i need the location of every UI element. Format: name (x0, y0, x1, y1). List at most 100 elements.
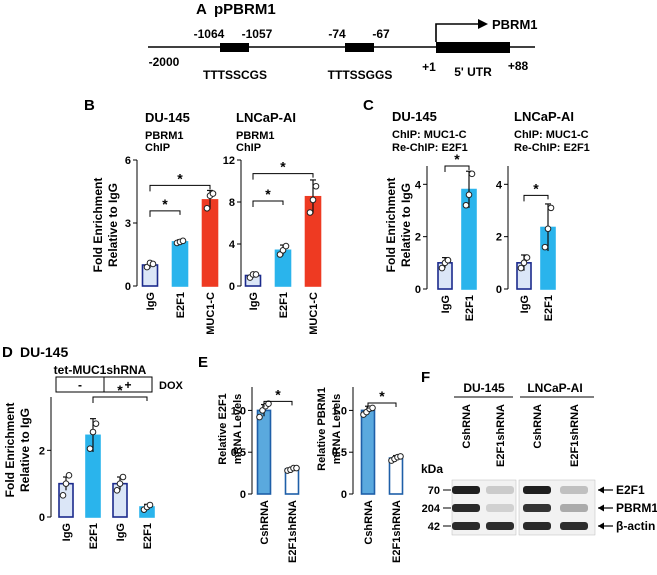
dox-minus: - (78, 378, 82, 392)
blot-kda-marker: 70 (428, 485, 440, 497)
blot-lane-label: E2F1shRNA (495, 404, 507, 467)
chart-subtitle: Re-ChIP: E2F1 (392, 142, 468, 154)
x-tick-label: E2F1 (278, 292, 290, 318)
data-point (65, 472, 73, 479)
y-tick-label: 2 (39, 445, 45, 457)
significance-bracket (367, 402, 397, 410)
significance-star: * (275, 386, 281, 402)
significance-star: * (379, 388, 385, 404)
y-tick-label: 4 (229, 239, 236, 251)
x-tick-label: E2F1 (464, 295, 476, 321)
blot-group-du145: DU-145 (463, 381, 505, 395)
x-tick-label: MUC1-C (205, 292, 217, 335)
data-point (544, 225, 552, 233)
y-tick-label: 0 (125, 281, 131, 293)
site2-right-pos: -67 (372, 27, 390, 41)
data-point (306, 209, 314, 216)
significance-bracket (149, 184, 211, 192)
utr-label: 5' UTR (454, 65, 492, 79)
significance-star: * (265, 186, 271, 202)
e2f-site-1-box (220, 43, 249, 52)
x-tick-label: IgG (440, 295, 452, 313)
chart-d: 0 2 IgG E2F1 IgG E2F1 * (39, 382, 155, 549)
significance-star: * (533, 180, 539, 196)
data-point (62, 480, 70, 487)
panel-c-ylabel-2: Relative to IgG (399, 183, 413, 267)
panel-d-letter: D (2, 344, 13, 361)
y-tick-label: 6 (125, 155, 131, 167)
panel-c-ylabel-1: Fold Enrichment (384, 178, 398, 273)
y-tick-label: 2 (496, 232, 502, 244)
y-tick-label: 0 (415, 284, 421, 296)
y-tick-label: 0 (341, 489, 347, 501)
data-point (59, 492, 67, 499)
data-point (256, 413, 263, 421)
blot-band (523, 522, 551, 530)
panel-f-letter: F (421, 369, 430, 386)
blot-lane-label: CshRNA (461, 404, 473, 449)
western-blot: CshRNA E2F1shRNA CshRNA E2F1shRNA 70 E2F1 204 P… (422, 404, 657, 536)
site1-left-pos: -1064 (194, 27, 225, 41)
y-tick-label: 8 (229, 197, 235, 209)
blot-band (523, 504, 551, 512)
construct-label: tet-MUC1shRNA (54, 363, 147, 377)
data-point (92, 420, 100, 427)
blot-arrow-icon (598, 504, 604, 512)
data-point (86, 445, 94, 452)
data-point (312, 182, 320, 190)
blot-lane-label: CshRNA (532, 404, 544, 449)
plus1-label: +1 (422, 60, 436, 74)
y-axis-label: mRNA Levels (232, 394, 244, 465)
data-point (146, 501, 154, 509)
chart-title: LNCaP-AI (514, 109, 574, 124)
x-tick-label: IgG (519, 295, 531, 313)
x-tick-label: E2F1 (142, 523, 154, 549)
y-tick-label: 3 (125, 218, 131, 230)
x-tick-label: E2F1 (543, 295, 555, 321)
data-point (523, 254, 531, 261)
y-tick-label: 4 (496, 179, 503, 191)
kda-label: kDa (421, 462, 443, 476)
bar (256, 409, 272, 495)
x-tick-label: MUC1-C (308, 292, 320, 335)
x-tick-label: IgG (145, 292, 157, 310)
blot-protein-label: β-actin (616, 519, 655, 533)
chart-subtitle: ChIP: MUC1-C (392, 129, 467, 141)
x-tick-label: CshRNA (259, 500, 271, 545)
y-tick-label: 12 (223, 155, 235, 167)
x-tick-label: IgG (115, 523, 127, 541)
panel-b-ylabel-1: Fold Enrichment (91, 178, 105, 273)
panel-c-letter: C (363, 97, 374, 114)
chart-subtitle: ChIP (145, 142, 170, 154)
panel-e-letter: E (198, 354, 208, 371)
data-point (520, 259, 528, 267)
blot-protein-label: PBRM1 (616, 501, 657, 515)
chart-title: DU-145 (392, 109, 437, 124)
y-tick-label: 0 (229, 281, 235, 293)
significance-bracket (92, 396, 148, 403)
chart-subtitle: ChIP (236, 142, 261, 154)
blot-band (452, 504, 480, 512)
data-point (397, 453, 404, 460)
significance-star: * (117, 382, 123, 398)
significance-bracket (523, 194, 549, 202)
data-point (517, 264, 525, 272)
y-axis-label: mRNA Levels (331, 394, 343, 465)
bar (171, 241, 189, 287)
significance-bracket (263, 400, 293, 408)
data-point (468, 170, 476, 178)
panel-a: A pPBRM1 PBRM1 -1064 -1057 -74 -67 -2000… (148, 1, 538, 82)
panel-b-ylabel-2: Relative to IgG (106, 183, 120, 267)
y-tick-label: 2 (415, 232, 421, 244)
y-tick-label: 1.0 (332, 405, 347, 417)
chart-subtitle: PBRM1 (145, 130, 184, 142)
chart-c-lncap: LNCaP-AI ChIP: MUC1-CRe-ChIP: E2F1 0 2 4 IgG E… (496, 109, 590, 321)
panel-b-letter: B (84, 97, 95, 114)
blot-protein-label: E2F1 (616, 483, 645, 497)
data-point (309, 196, 317, 204)
plus88-label: +88 (508, 59, 529, 73)
blot-arrow-icon (598, 486, 604, 494)
x-tick-label: E2F1shRNA (287, 500, 299, 563)
